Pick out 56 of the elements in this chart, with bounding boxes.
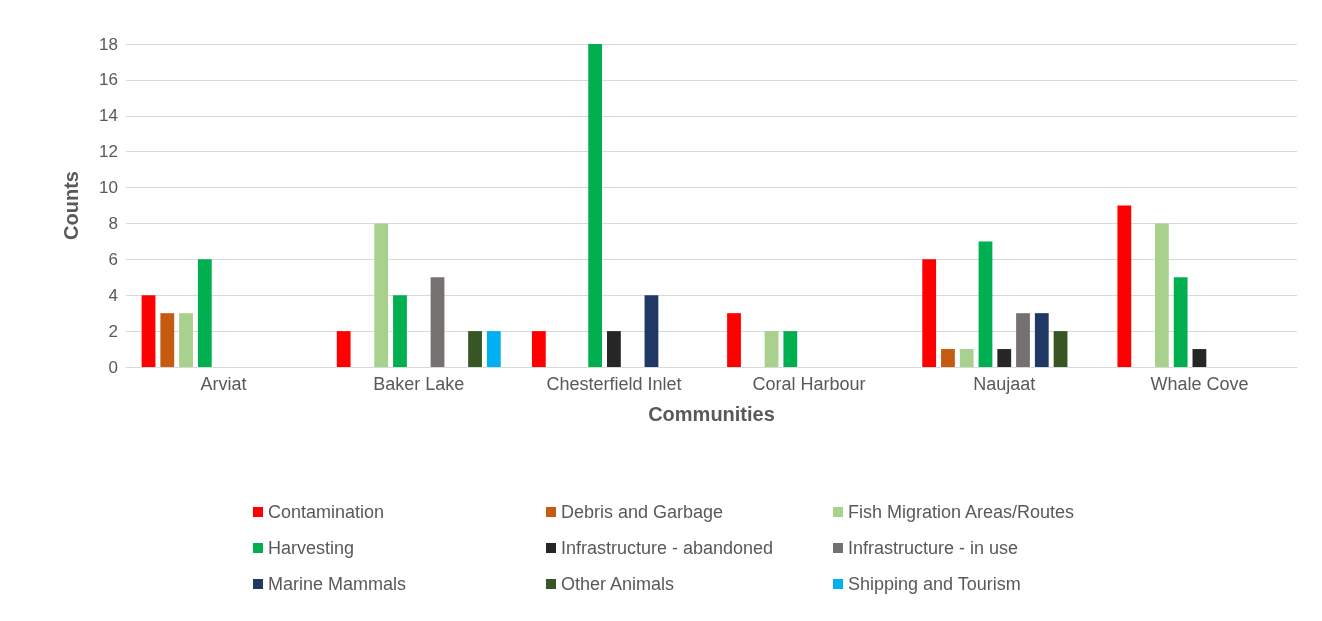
bar xyxy=(588,44,603,367)
y-tick-label: 12 xyxy=(99,142,118,162)
bar xyxy=(978,241,993,367)
bar xyxy=(644,295,659,367)
bar xyxy=(197,259,212,367)
x-tick-label: Naujaat xyxy=(973,374,1036,394)
legend-label: Marine Mammals xyxy=(268,574,407,594)
legend-label: Infrastructure - abandoned xyxy=(561,538,774,558)
legend-label: Debris and Garbage xyxy=(561,502,724,522)
legend-label: Shipping and Tourism xyxy=(848,574,1021,594)
bar xyxy=(393,295,407,367)
x-tick-label: Chesterfield Inlet xyxy=(546,374,682,394)
bar xyxy=(160,313,175,367)
y-tick-label: 8 xyxy=(108,213,118,233)
bar xyxy=(764,331,779,367)
legend-label: Infrastructure - in use xyxy=(848,538,1019,558)
bar xyxy=(922,259,937,367)
bar xyxy=(1192,349,1207,367)
bar xyxy=(959,349,974,367)
y-tick-label: 0 xyxy=(108,357,118,377)
y-tick-label: 4 xyxy=(108,285,118,305)
bar xyxy=(607,331,621,367)
bar xyxy=(997,349,1012,367)
x-tick-label: Whale Cove xyxy=(1150,374,1249,394)
y-axis-title: Counts xyxy=(60,171,82,240)
bar xyxy=(941,349,955,367)
legend-label: Fish Migration Areas/Routes xyxy=(848,502,1075,522)
x-tick-label: Baker Lake xyxy=(373,374,465,394)
bar xyxy=(1173,277,1188,367)
bar xyxy=(727,313,741,367)
x-tick-label: Coral Harbour xyxy=(752,374,866,394)
y-tick-label: 2 xyxy=(108,321,118,341)
bar xyxy=(1117,205,1132,367)
bar xyxy=(531,331,546,367)
bar xyxy=(1154,223,1169,367)
bar xyxy=(430,277,445,367)
y-tick-label: 16 xyxy=(99,70,118,90)
bar xyxy=(179,313,193,367)
bar xyxy=(783,331,798,367)
legend-label: Harvesting xyxy=(268,538,355,558)
bar xyxy=(1053,331,1068,367)
y-tick-label: 14 xyxy=(99,106,118,126)
legend-label: Other Animals xyxy=(561,574,675,594)
bar xyxy=(1016,313,1030,367)
bar xyxy=(374,223,389,367)
y-tick-label: 18 xyxy=(99,34,118,54)
bar xyxy=(1034,313,1049,367)
legend-label: Contamination xyxy=(268,502,385,522)
bar xyxy=(468,331,482,367)
y-tick-label: 10 xyxy=(99,178,118,198)
bar xyxy=(336,331,351,367)
x-axis-title: Communities xyxy=(648,403,775,425)
bar xyxy=(486,331,501,367)
y-tick-label: 6 xyxy=(108,249,118,269)
bar xyxy=(141,295,156,367)
x-tick-label: Arviat xyxy=(200,374,247,394)
